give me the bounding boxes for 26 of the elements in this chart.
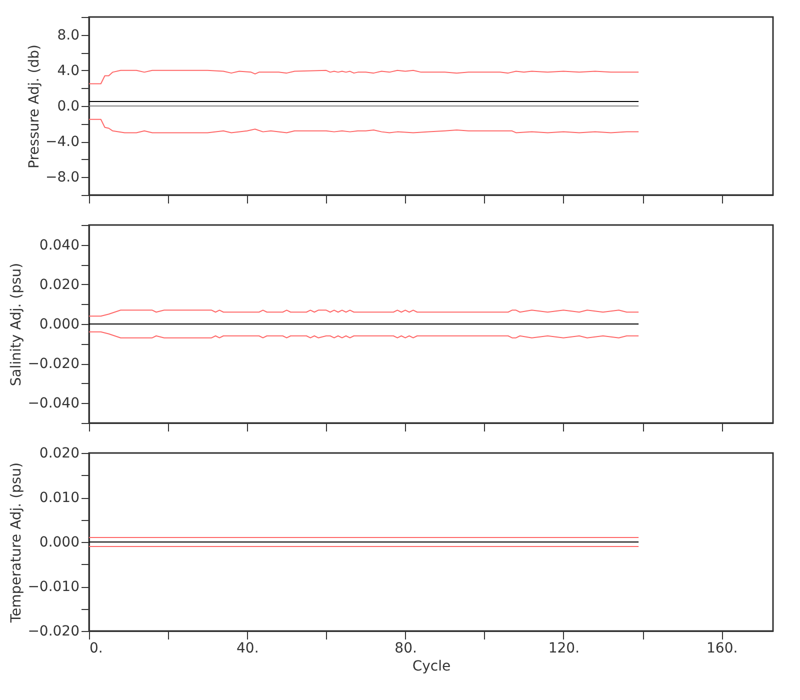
y-tick-label: 0.020 <box>39 446 80 462</box>
y-tick-label: 0.0 <box>57 98 80 114</box>
y-tick-label: 0.010 <box>39 490 80 506</box>
x-axis-title: Cycle <box>412 658 451 674</box>
y-tick-label: −8.0 <box>46 170 80 186</box>
x-tick-label: 120. <box>548 640 580 656</box>
x-tick-label: 160. <box>706 640 738 656</box>
y-tick-label: −4.0 <box>46 134 80 150</box>
y-tick-label: 0.000 <box>39 316 80 332</box>
line-series <box>89 70 640 84</box>
y-tick-label: −0.010 <box>28 579 80 595</box>
x-tick-label: 0. <box>90 640 103 656</box>
y-tick-label: 4.0 <box>57 62 80 79</box>
y-tick-label: −0.020 <box>28 356 80 372</box>
y-tick-label: −0.020 <box>28 624 80 640</box>
line-series <box>89 118 640 134</box>
x-tick-label: 80. <box>394 640 417 656</box>
y-tick-label: 0.000 <box>39 534 80 550</box>
y-tick-label: 0.020 <box>39 276 80 293</box>
y-tick-label: 0.040 <box>39 237 80 254</box>
y-tick-label: 8.0 <box>57 27 80 44</box>
x-tick-label: 40. <box>236 640 259 656</box>
y-axis-title: Pressure Adj. (db) <box>26 44 43 168</box>
y-axis-title: Temperature Adj. (psu) <box>8 462 25 624</box>
y-axis-title: Salinity Adj. (psu) <box>8 262 25 386</box>
y-tick-label: −0.040 <box>28 396 80 412</box>
